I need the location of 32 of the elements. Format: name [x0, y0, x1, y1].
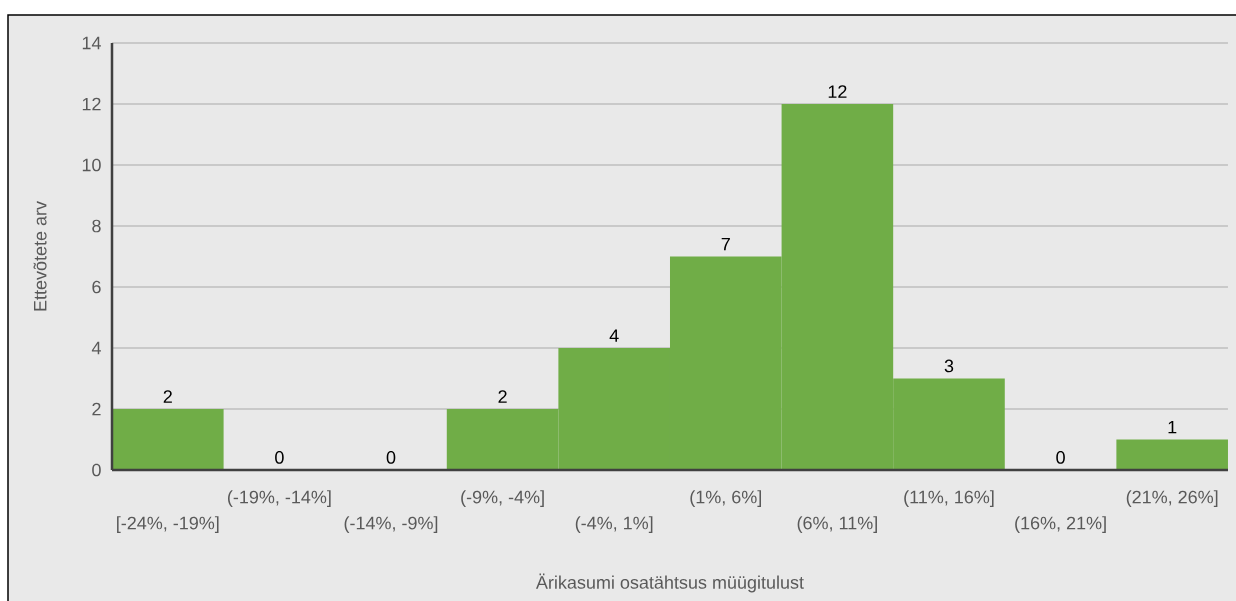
y-tick-label: 14	[82, 36, 101, 50]
x-axis-title: Ärikasumi osatähtsus müügitulust	[535, 573, 804, 593]
y-tick-label: 0	[92, 463, 101, 477]
y-tick-label: 2	[92, 402, 101, 416]
y-tick-label: 4	[91, 341, 101, 355]
y-tick-label: 10	[82, 158, 101, 172]
data-label: 12	[828, 85, 847, 98]
data-label: 1	[1168, 420, 1177, 434]
y-tick-label: 6	[92, 280, 101, 294]
y-tick-label: 12	[82, 97, 101, 111]
x-tick-label: (6%, 11%]	[797, 516, 877, 533]
bar	[1116, 439, 1228, 470]
x-tick-label: (-4%, 1%]	[575, 516, 653, 533]
x-tick-label: (11%, 16%]	[904, 490, 994, 507]
bar	[112, 409, 224, 470]
x-tick-label: (16%, 21%]	[1015, 516, 1106, 533]
x-tick-label: (-9%, -4%]	[461, 490, 544, 507]
x-tick-label: (-19%, -14%]	[227, 490, 331, 507]
data-label: 0	[386, 451, 396, 464]
data-label: 3	[944, 359, 954, 373]
x-tick-label: (-14%, -9%]	[344, 516, 438, 533]
x-tick-label: (21%, 26%]	[1126, 490, 1218, 507]
y-tick-label: 8	[92, 219, 101, 233]
data-label: 2	[163, 390, 172, 403]
data-label: 0	[1056, 451, 1065, 464]
y-axis-title: Ettevõtete arv	[33, 201, 47, 311]
x-tick-label: [-24%, -19%]	[117, 516, 219, 533]
x-tick-label: (1%, 6%]	[690, 490, 761, 507]
data-label: 2	[498, 390, 507, 403]
data-label: 4	[609, 329, 619, 342]
data-label: 0	[275, 451, 284, 464]
data-label: 7	[721, 237, 730, 251]
